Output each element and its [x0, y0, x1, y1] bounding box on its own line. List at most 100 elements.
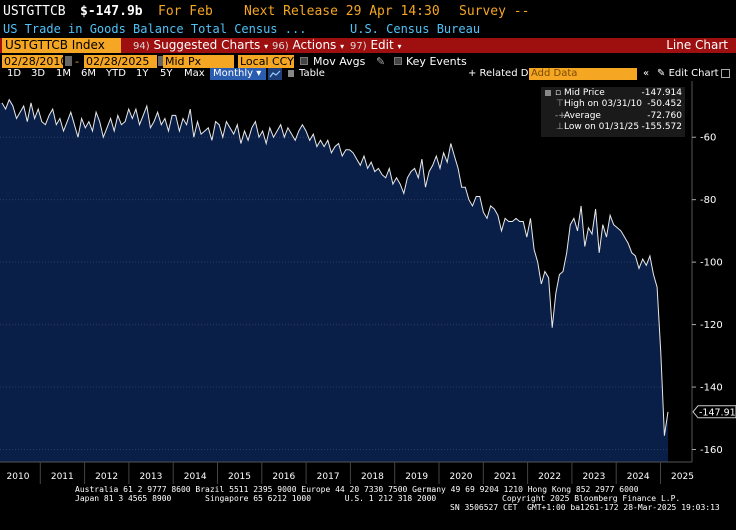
edit-chart-button[interactable]: ✎ Edit Chart	[657, 68, 719, 80]
x-tick-label: 2010	[7, 472, 30, 482]
y-tick-label: -60	[700, 133, 716, 144]
table-button[interactable]: Table	[299, 68, 325, 79]
x-tick-label: 2017	[317, 472, 340, 482]
period-1y[interactable]: 1Y	[136, 68, 149, 79]
security-description: US Trade in Goods Balance Total Census .…	[3, 22, 307, 36]
last-value-tag-text: -147.914	[699, 407, 736, 418]
mov-avgs-checkbox[interactable]	[300, 57, 308, 65]
y-tick-label: -120	[700, 320, 723, 331]
calendar-icon[interactable]	[65, 56, 72, 66]
related-data-button[interactable]: + Related Dat	[468, 68, 539, 79]
line-chart[interactable]: -60 -80 -100 -120 -140 -160 2010 2011 2012 2013 2…	[0, 81, 736, 491]
range-bar: 1D 3D 1M 6M YTD 1Y 5Y Max Monthly ▾ Tabl…	[0, 68, 736, 81]
security-header: USTGTTCB $-147.9b For Feb Next Release 2…	[0, 4, 736, 22]
high-marker-icon: ⊤	[556, 99, 564, 109]
line-chart-icon	[269, 70, 281, 78]
last-value-tag: -147.914	[692, 405, 736, 419]
menu-label: Edit	[370, 38, 394, 52]
pencil-icon: ✎	[657, 68, 666, 79]
y-tick-label: -100	[700, 258, 723, 269]
period-6m[interactable]: 6M	[81, 68, 96, 79]
footer-copyright: Copyright 2025 Bloomberg Finance L.P.	[502, 494, 681, 503]
key-events-checkbox[interactable]	[394, 57, 402, 65]
key-events-label[interactable]: Key Events	[406, 55, 467, 68]
x-tick-label: 2011	[51, 472, 74, 482]
menu-label: Suggested Charts	[153, 38, 261, 52]
period-1m[interactable]: 1M	[56, 68, 71, 79]
period-1d[interactable]: 1D	[7, 68, 22, 79]
footer-contacts-line2: Japan 81 3 4565 8900 Singapore 65 6212 1…	[75, 494, 437, 503]
date-separator: -	[75, 55, 79, 68]
chevron-down-icon: ▾	[264, 42, 269, 51]
pencil-icon[interactable]: ✎	[376, 55, 386, 68]
actions-menu[interactable]: 96) Actions ▾	[272, 38, 344, 54]
chart-type-title: Line Chart	[666, 38, 728, 52]
series-line-mid-price	[1, 98, 669, 436]
low-marker-icon: ⊥	[556, 122, 564, 132]
legend-series-value: -147.914	[641, 88, 682, 98]
x-tick-label: 2022	[538, 472, 561, 482]
start-date-field[interactable]: 02/28/2010	[2, 55, 68, 68]
menu-number: 96)	[272, 41, 289, 52]
x-tick-label: 2015	[228, 472, 251, 482]
period-3d[interactable]: 3D	[31, 68, 46, 79]
menu-number: 94)	[133, 41, 150, 52]
field-selector[interactable]: Mid Px	[163, 55, 234, 68]
legend-checkbox[interactable]: ▫	[555, 88, 562, 98]
series-swatch	[545, 90, 551, 96]
y-tick-label: -160	[700, 445, 723, 456]
edit-chart-label: Edit Chart	[668, 68, 719, 79]
x-tick-label: 2023	[582, 472, 605, 482]
chart-legend[interactable]: ▫ Mid Price -147.914 ⊤ High on 03/31/10 …	[541, 87, 685, 137]
chevron-down-icon: ▾	[340, 42, 345, 51]
legend-high-value: -50.452	[647, 99, 682, 109]
period-label: For Feb	[158, 4, 213, 19]
frequency-selector[interactable]: Monthly ▾	[210, 68, 266, 80]
edit-menu[interactable]: 97) Edit ▾	[350, 38, 402, 54]
footer-session-info: SN 3506527 CET GMT+1:00 ba1261-172 28-Ma…	[450, 503, 720, 512]
y-axis-ticks: -60 -80 -100 -120 -140 -160	[692, 133, 723, 456]
add-data-input[interactable]: Add Data	[529, 68, 637, 80]
period-ytd[interactable]: YTD	[106, 68, 126, 79]
description-row: US Trade in Goods Balance Total Census .…	[0, 22, 736, 37]
x-tick-label: 2012	[95, 472, 118, 482]
collapse-icon[interactable]: «	[643, 68, 650, 79]
table-icon[interactable]	[288, 70, 294, 77]
legend-low-value: -155.572	[641, 122, 682, 132]
footer-contacts-line1: Australia 61 2 9777 8600 Brazil 5511 239…	[75, 485, 639, 494]
calendar-icon[interactable]	[158, 56, 165, 66]
x-tick-label: 2016	[272, 472, 295, 482]
plot-tail	[668, 81, 692, 462]
ticker-symbol: USTGTTCB	[3, 4, 66, 19]
last-value: $-147.9b	[80, 4, 143, 19]
ticker-field[interactable]: USTGTTCB Index	[2, 38, 121, 53]
period-max[interactable]: Max	[184, 68, 205, 79]
survey-label: Survey --	[459, 4, 530, 19]
mov-avgs-label[interactable]: Mov Avgs	[313, 55, 366, 68]
legend-series-name: Mid Price	[564, 88, 605, 98]
x-tick-label: 2013	[139, 472, 162, 482]
y-tick-label: -80	[700, 195, 716, 206]
next-release: Next Release 29 Apr 14:30	[244, 4, 440, 19]
x-tick-label: 2018	[361, 472, 384, 482]
chart-settings-icon[interactable]	[721, 69, 730, 78]
currency-selector[interactable]: Local CCY	[238, 55, 294, 68]
x-tick-label: 2021	[494, 472, 517, 482]
chevron-down-icon: ▾	[397, 42, 402, 51]
legend-average-label: Average	[564, 111, 601, 121]
end-date-field[interactable]: 02/28/2025	[84, 55, 157, 68]
suggested-charts-menu[interactable]: 94) Suggested Charts ▾	[133, 38, 268, 54]
x-tick-label: 2019	[405, 472, 428, 482]
area-above-line	[0, 81, 692, 436]
average-marker-icon: -+-	[555, 111, 570, 121]
legend-average-value: -72.760	[647, 111, 682, 121]
controls-row: 02/28/2010 - 02/28/2025 Mid Px Local CCY…	[0, 55, 736, 69]
legend-high-label: High on 03/31/10	[564, 99, 643, 109]
period-5y[interactable]: 5Y	[160, 68, 173, 79]
x-tick-label: 2020	[450, 472, 473, 482]
y-tick-label: -140	[700, 383, 723, 394]
function-toolbar: USTGTTCB Index 94) Suggested Charts ▾ 96…	[0, 38, 736, 53]
menu-label: Actions	[292, 38, 337, 52]
x-tick-label: 2025	[671, 472, 694, 482]
chart-style-icon[interactable]	[268, 68, 282, 80]
